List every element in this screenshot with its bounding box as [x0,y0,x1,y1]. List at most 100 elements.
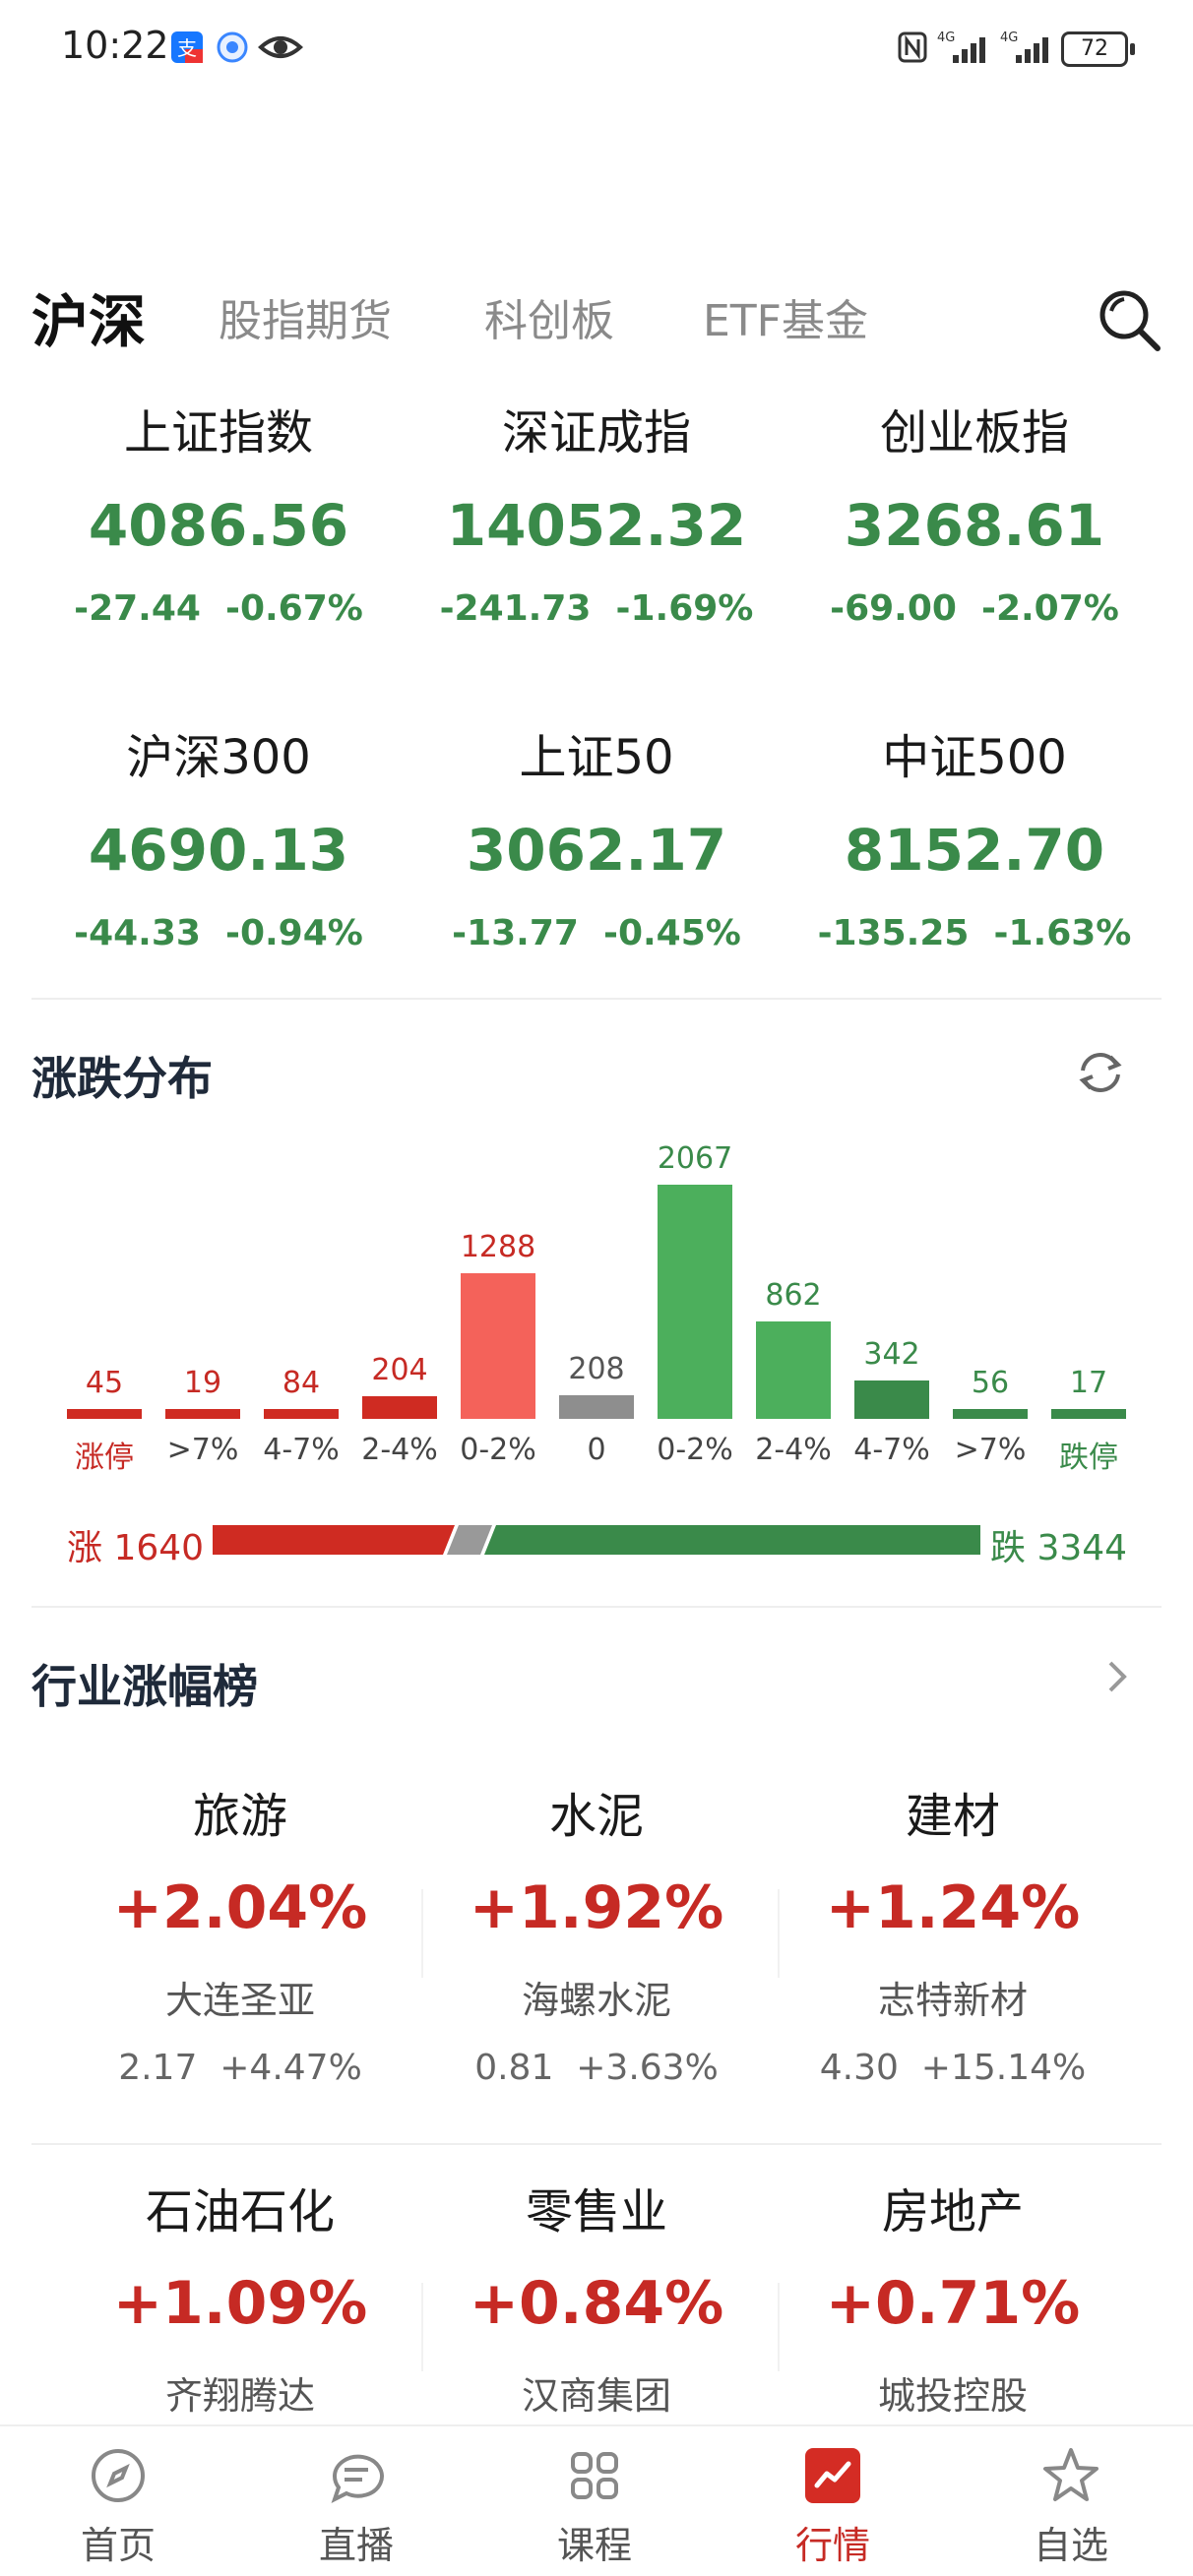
index-name: 创业板指 [879,405,1069,460]
signal-4g-icon-1: 4G [937,31,985,63]
bar-category-label: 跌停 [1059,1441,1118,1475]
index-change-pct: -0.45% [603,913,741,953]
leading-stock: 大连圣亚 [164,1979,315,2022]
bar-category-label: 2-4% [361,1433,438,1467]
bar-category-label: >7% [166,1433,239,1467]
industry-card[interactable]: 房地产 +0.71% 城投控股 [776,2173,1130,2420]
bar-category-label: >7% [954,1433,1027,1467]
status-time: 10:22 [61,24,169,67]
index-change-points: -27.44 [74,588,201,629]
nav-item-home[interactable]: 首页 [49,2436,187,2569]
index-change: -241.73 -1.69% [409,588,784,629]
nav-item-courses[interactable]: 课程 [526,2436,663,2569]
bar-value-label: 1288 [460,1230,536,1264]
nav-item-live[interactable]: 直播 [287,2436,425,2569]
index-card[interactable]: 深证成指 14052.32 -241.73 -1.69% [409,394,784,629]
index-change-points: -13.77 [452,913,579,953]
stock-price: 0.81 [474,2048,554,2088]
index-name: 上证50 [519,730,674,785]
status-bar: 10:22 支 4G 4G 72 [0,0,1193,98]
industry-card[interactable]: 石油石化 +1.09% 齐翔腾达 [63,2173,417,2420]
index-change: -27.44 -0.67% [31,588,406,629]
index-change-pct: -1.69% [615,588,754,629]
nav-label: 课程 [556,2524,632,2567]
distribution-chart: 45 涨停 19 >7% 84 4-7% 204 2-4% 1288 0-2% 208 0 2067 0-… [0,1122,1193,1496]
index-change-pct: -0.94% [225,913,363,953]
index-card[interactable]: 上证50 3062.17 -13.77 -0.45% [409,718,784,953]
distribution-bar [756,1321,831,1419]
tab-star-market[interactable]: 科创板 [484,296,614,346]
bar-value-label: 342 [863,1337,920,1372]
leading-stock: 汉商集团 [521,2374,671,2418]
bar-value-label: 19 [183,1366,222,1400]
stock-pct: +3.63% [576,2048,719,2088]
distribution-bar [953,1409,1028,1419]
industry-pct: +2.04% [112,1873,368,1942]
column-separator [778,2283,780,2371]
index-value: 4690.13 [88,817,349,884]
stock-pct: +15.14% [920,2048,1087,2088]
nav-item-market[interactable]: 行情 [764,2436,902,2569]
fall-segment [484,1525,980,1555]
industry-name: 水泥 [548,1789,644,1844]
distribution-bar [658,1185,732,1419]
star-icon [1043,2448,1099,2501]
chevron-right-icon[interactable] [1100,1655,1136,1698]
index-name: 上证指数 [123,405,313,460]
distribution-bar [362,1396,437,1419]
alipay-icon: 支 [171,31,203,63]
industry-title: 行业涨幅榜 [31,1660,258,1713]
eye-icon [258,36,303,58]
flat-segment [447,1525,492,1555]
nav-label: 首页 [80,2524,156,2567]
index-change-points: -44.33 [74,913,201,953]
bar-category-label: 涨停 [75,1441,134,1475]
chart-icon [805,2448,860,2503]
leading-stock-quote: 2.17 +4.47% [63,2048,417,2088]
nav-item-watchlist[interactable]: 自选 [1002,2436,1140,2569]
index-change-points: -69.00 [830,588,957,629]
index-name: 中证500 [882,730,1067,785]
index-card[interactable]: 上证指数 4086.56 -27.44 -0.67% [31,394,406,629]
leading-stock-quote: 0.81 +3.63% [419,2048,774,2088]
index-card[interactable]: 中证500 8152.70 -135.25 -1.63% [787,718,1162,953]
tab-hushen[interactable]: 沪深 [31,288,147,355]
industry-card[interactable]: 水泥 +1.92% 海螺水泥 0.81 +3.63% [419,1777,774,2088]
divider [31,1606,1162,1608]
distribution-bar [559,1395,634,1419]
bar-category-label: 0-2% [460,1433,536,1467]
leading-stock: 城投控股 [877,2374,1028,2418]
bar-category-label: 2-4% [755,1433,832,1467]
column-separator [421,1889,423,1978]
industry-card[interactable]: 旅游 +2.04% 大连圣亚 2.17 +4.47% [63,1777,417,2088]
industry-pct: +1.92% [469,1873,724,1942]
svg-text:4G: 4G [1000,31,1018,45]
bar-category-label: 4-7% [263,1433,340,1467]
industry-card[interactable]: 零售业 +0.84% 汉商集团 [419,2173,774,2420]
bar-value-label: 56 [971,1366,1010,1400]
fall-count-label: 跌 3344 [990,1528,1128,1568]
refresh-icon[interactable] [1073,1045,1128,1100]
index-value: 3268.61 [844,492,1105,559]
rise-fall-bar [213,1525,980,1555]
bar-category-label: 0-2% [657,1433,733,1467]
bar-value-label: 84 [282,1366,321,1400]
index-name: 深证成指 [501,405,691,460]
industry-pct: +1.09% [112,2269,368,2338]
industry-card[interactable]: 建材 +1.24% 志特新材 4.30 +15.14% [776,1777,1130,2088]
tab-etf-fund[interactable]: ETF基金 [703,296,868,346]
rise-count-label: 涨 1640 [67,1528,205,1568]
distribution-bar [165,1409,240,1419]
column-separator [778,1889,780,1978]
bar-value-label: 208 [568,1352,625,1386]
industry-name: 房地产 [881,2184,1024,2239]
index-value: 14052.32 [446,492,747,559]
tab-index-futures[interactable]: 股指期货 [219,296,392,346]
divider [31,2143,1162,2145]
index-card[interactable]: 创业板指 3268.61 -69.00 -2.07% [787,394,1162,629]
search-icon[interactable] [1095,285,1163,354]
index-card[interactable]: 沪深300 4690.13 -44.33 -0.94% [31,718,406,953]
stock-pct: +4.47% [220,2048,362,2088]
stock-price: 4.30 [819,2048,899,2088]
distribution-title: 涨跌分布 [31,1052,213,1105]
